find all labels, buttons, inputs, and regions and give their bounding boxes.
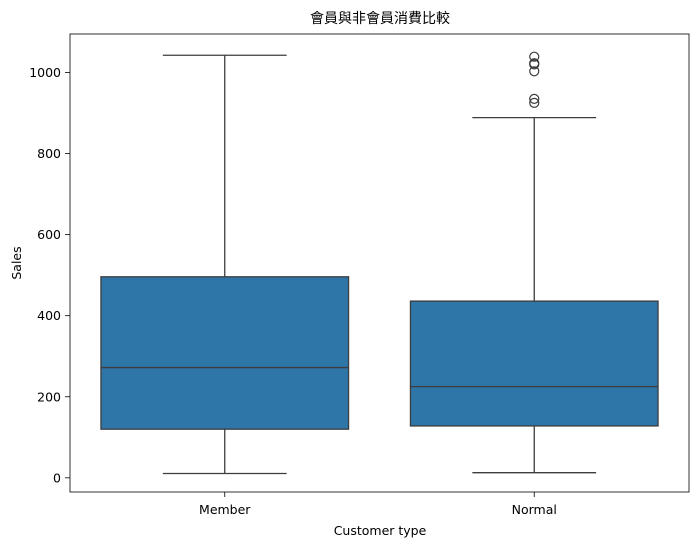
y-axis-label: Sales <box>9 246 24 279</box>
plot-frame <box>69 33 690 493</box>
outlier-point <box>529 66 540 77</box>
x-axis-label: Customer type <box>334 523 427 538</box>
chart-title: 會員與非會員消費比較 <box>310 11 450 27</box>
y-tick-label: 1000 <box>29 65 61 80</box>
x-tick-label: Normal <box>512 502 557 517</box>
y-tick-label: 600 <box>37 227 61 242</box>
y-tick-label: 200 <box>37 389 61 404</box>
y-tick-label: 800 <box>37 146 61 161</box>
y-tick-label: 400 <box>37 308 61 323</box>
outlier-point <box>529 51 540 62</box>
outlier-point <box>529 58 540 69</box>
y-tick-label: 0 <box>53 470 61 485</box>
box <box>100 276 350 430</box>
plot-area: 0 200 400 600 800 1000 Member Normal <box>29 33 690 517</box>
outlier-point <box>529 93 540 104</box>
outlier-point <box>529 97 540 109</box>
box <box>409 300 659 427</box>
x-tick-label: Member <box>199 502 251 517</box>
